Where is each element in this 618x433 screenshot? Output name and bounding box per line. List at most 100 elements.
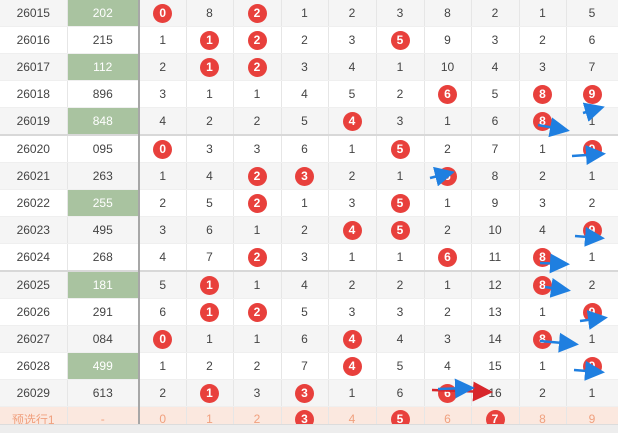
digit-ball: 0 [153, 139, 173, 159]
digit-cell-hit: 9 [566, 298, 618, 326]
omission-count: 1 [233, 216, 282, 244]
digit-ball: 8 [533, 111, 552, 131]
omission-count: 1 [566, 107, 618, 136]
omission-count: 1 [519, 298, 567, 326]
digit-ball: 5 [390, 193, 410, 213]
digit-cell-hit: 4 [328, 325, 377, 353]
digit-cell-hit: 9 [566, 352, 618, 380]
issue-number: 26022 [0, 189, 68, 217]
omission-count: 8 [186, 0, 234, 27]
draw-number: 896 [67, 80, 140, 108]
omission-count: 2 [233, 107, 282, 136]
omission-count: 14 [471, 325, 520, 353]
digit-cell-hit: 8 [519, 107, 567, 136]
draw-number: 084 [67, 325, 140, 353]
digit-ball: 8 [533, 329, 552, 349]
issue-number: 26024 [0, 243, 68, 272]
omission-count: 2 [424, 134, 472, 163]
omission-count: 4 [139, 107, 187, 136]
omission-count: 2 [566, 189, 618, 217]
omission-count: 1 [139, 352, 187, 380]
digit-cell-hit: 9 [566, 134, 618, 163]
omission-count: 1 [424, 270, 472, 299]
draw-number: 291 [67, 298, 140, 326]
omission-count: 7 [471, 134, 520, 163]
omission-count: 4 [186, 162, 234, 190]
predict-ball[interactable]: 7 [485, 409, 505, 429]
omission-count: 3 [519, 53, 567, 81]
digit-cell-hit: 6 [424, 162, 472, 190]
digit-ball: 3 [295, 383, 314, 403]
issue-number: 26025 [0, 270, 68, 299]
digit-ball: 2 [247, 57, 267, 77]
table-row: 26028 499 1 2 2 7 4 5 4 15 1 9 [0, 352, 618, 380]
omission-count: 7 [566, 53, 618, 81]
draw-number: 499 [67, 352, 140, 380]
digit-cell-hit: 8 [519, 80, 567, 108]
digit-cell-hit: 6 [424, 379, 472, 407]
digit-cell-hit: 4 [328, 352, 377, 380]
table-row: 26019 848 4 2 2 5 4 3 1 6 8 1 [0, 107, 618, 136]
omission-count: 5 [139, 270, 187, 299]
digit-cell-hit: 8 [519, 270, 567, 299]
digit-cell-hit: 5 [376, 26, 425, 54]
digit-ball: 9 [582, 356, 602, 376]
omission-count: 6 [281, 325, 329, 353]
omission-count: 1 [281, 0, 329, 27]
omission-count: 2 [186, 352, 234, 380]
omission-count: 3 [376, 0, 425, 27]
digit-ball: 6 [438, 383, 457, 403]
issue-number: 26029 [0, 379, 68, 407]
omission-count: 6 [471, 107, 520, 136]
predict-ball[interactable]: 3 [295, 409, 314, 429]
omission-count: 3 [281, 53, 329, 81]
table-row: 26025 181 5 1 1 4 2 2 1 12 8 2 [0, 270, 618, 299]
predict-ball[interactable]: 5 [390, 409, 410, 429]
omission-count: 1 [233, 270, 282, 299]
omission-count: 3 [139, 80, 187, 108]
digit-ball: 4 [342, 220, 362, 240]
omission-count: 1 [328, 379, 377, 407]
digit-cell-hit: 2 [233, 298, 282, 326]
digit-ball: 9 [582, 302, 602, 322]
issue-number: 26021 [0, 162, 68, 190]
omission-count: 2 [519, 162, 567, 190]
omission-count: 3 [281, 243, 329, 272]
digit-cell-hit: 1 [186, 379, 234, 407]
draw-number: 112 [67, 53, 140, 81]
omission-count: 2 [328, 162, 377, 190]
draw-number: 263 [67, 162, 140, 190]
omission-count: 5 [281, 107, 329, 136]
omission-count: 3 [424, 325, 472, 353]
omission-count: 4 [281, 270, 329, 299]
omission-count: 5 [376, 352, 425, 380]
digit-ball: 1 [200, 302, 219, 322]
issue-number: 26020 [0, 134, 68, 163]
table-row: 26021 263 1 4 2 3 2 1 6 8 2 1 [0, 162, 618, 190]
omission-count: 5 [281, 298, 329, 326]
table-row: 26023 495 3 6 1 2 4 5 2 10 4 9 [0, 216, 618, 244]
omission-count: 3 [519, 189, 567, 217]
omission-count: 5 [566, 0, 618, 27]
table-row: 26016 215 1 1 2 2 3 5 9 3 2 6 [0, 26, 618, 54]
digit-ball: 2 [247, 166, 267, 186]
draw-number: 215 [67, 26, 140, 54]
table-row: 26022 255 2 5 2 1 3 5 1 9 3 2 [0, 189, 618, 217]
digit-ball: 6 [438, 84, 457, 104]
digit-ball: 6 [438, 247, 457, 267]
scrollbar-track[interactable] [0, 424, 618, 433]
omission-count: 1 [424, 107, 472, 136]
omission-count: 5 [186, 189, 234, 217]
omission-count: 6 [281, 134, 329, 163]
omission-count: 7 [281, 352, 329, 380]
digit-ball: 4 [342, 111, 362, 131]
omission-count: 1 [328, 134, 377, 163]
omission-count: 4 [376, 325, 425, 353]
issue-number: 26027 [0, 325, 68, 353]
omission-count: 3 [328, 26, 377, 54]
omission-count: 3 [471, 26, 520, 54]
table-row: 26026 291 6 1 2 5 3 3 2 13 1 9 [0, 298, 618, 326]
omission-count: 4 [328, 53, 377, 81]
omission-count: 1 [186, 325, 234, 353]
digit-cell-hit: 0 [139, 325, 187, 353]
